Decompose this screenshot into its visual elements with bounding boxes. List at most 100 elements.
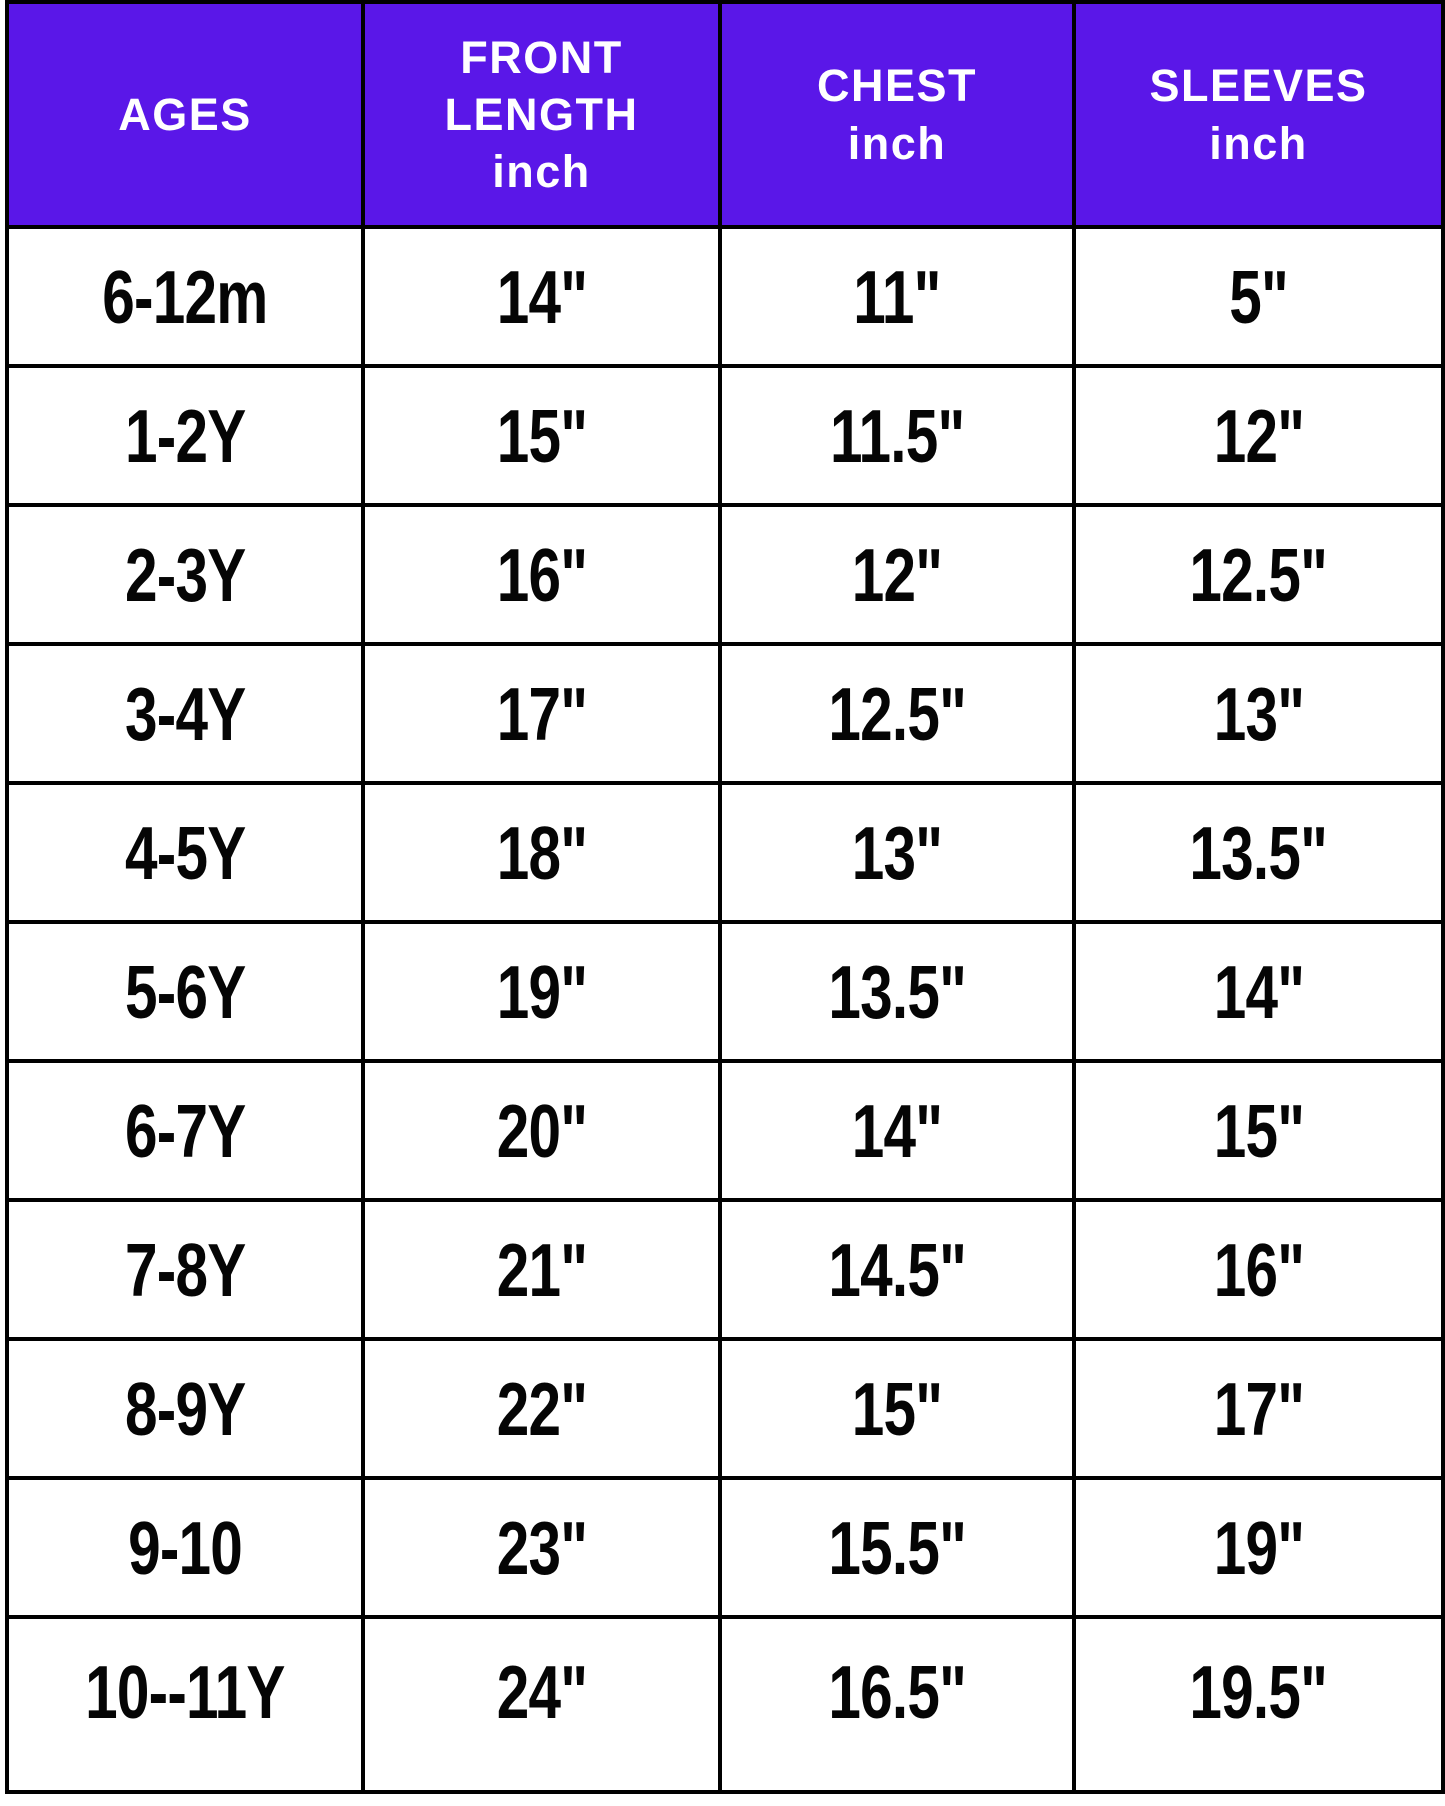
cell-value: 14" — [496, 254, 587, 339]
table-cell: 12.5" — [718, 642, 1076, 785]
cell-value: 12.5" — [1189, 532, 1328, 617]
cell-value: 21" — [496, 1227, 587, 1312]
table-cell: 19" — [361, 920, 722, 1063]
table-cell: 17" — [361, 642, 722, 785]
header-cell-front-length: FRONT LENGTH inch — [361, 0, 722, 229]
cell-value: 5" — [1229, 254, 1289, 339]
cell-value: 17" — [1213, 1366, 1304, 1451]
table-cell: 1-2Y — [5, 364, 365, 507]
cell-value: 19.5" — [1189, 1650, 1328, 1734]
cell-value: 14" — [1213, 949, 1304, 1034]
table-cell: 5" — [1072, 225, 1445, 368]
cell-value: 19" — [1213, 1505, 1304, 1590]
cell-value: 22" — [496, 1366, 587, 1451]
table-cell: 14" — [361, 225, 722, 368]
cell-value: 17" — [496, 671, 587, 756]
table-cell: 13.5" — [1072, 781, 1445, 924]
table-cell: 19.5" — [1072, 1615, 1445, 1794]
cell-value: 15" — [851, 1366, 943, 1451]
cell-value: 11.5" — [829, 393, 965, 478]
cell-value: 18" — [496, 810, 587, 895]
table-cell: 12.5" — [1072, 503, 1445, 646]
cell-value: 12.5" — [828, 671, 966, 756]
table-cell: 14" — [718, 1059, 1076, 1202]
cell-value: 23" — [496, 1505, 587, 1590]
cell-value: 13.5" — [828, 949, 966, 1034]
table-cell: 2-3Y — [5, 503, 365, 646]
cell-value: 14" — [851, 1088, 943, 1173]
cell-value: 20" — [496, 1088, 587, 1173]
cell-value: 9-10 — [128, 1505, 243, 1590]
table-cell: 13.5" — [718, 920, 1076, 1063]
cell-value: 1-2Y — [124, 393, 246, 478]
table-cell: 16" — [1072, 1198, 1445, 1341]
table-row: 5-6Y 19" 13.5" 14" — [5, 920, 1445, 1063]
header-cell-ages: AGES — [5, 0, 365, 229]
cell-value: 19" — [496, 949, 587, 1034]
cell-value: 10--11Y — [85, 1650, 285, 1734]
table-cell: 12" — [1072, 364, 1445, 507]
table-cell: 3-4Y — [5, 642, 365, 785]
table-row: 1-2Y 15" 11.5" 12" — [5, 364, 1445, 507]
table-row: 8-9Y 22" 15" 17" — [5, 1337, 1445, 1480]
table-cell: 23" — [361, 1476, 722, 1619]
table-cell: 24" — [361, 1615, 722, 1794]
table-cell: 14" — [1072, 920, 1445, 1063]
table-cell: 6-7Y — [5, 1059, 365, 1202]
cell-value: 6-12m — [102, 254, 268, 339]
cell-value: 11" — [853, 254, 941, 339]
table-cell: 4-5Y — [5, 781, 365, 924]
table-cell: 7-8Y — [5, 1198, 365, 1341]
cell-value: 4-5Y — [124, 810, 246, 895]
table-header-row: AGES FRONT LENGTH inch CHEST inch SLEEVE… — [5, 0, 1445, 229]
table-cell: 22" — [361, 1337, 722, 1480]
cell-value: 13" — [1213, 671, 1304, 756]
cell-value: 15.5" — [828, 1505, 966, 1590]
table-row: 6-7Y 20" 14" 15" — [5, 1059, 1445, 1202]
table-cell: 17" — [1072, 1337, 1445, 1480]
table-row: 2-3Y 16" 12" 12.5" — [5, 503, 1445, 646]
table-header: AGES FRONT LENGTH inch CHEST inch SLEEVE… — [5, 0, 1445, 229]
table-cell: 12" — [718, 503, 1076, 646]
size-chart-table: AGES FRONT LENGTH inch CHEST inch SLEEVE… — [5, 0, 1445, 1794]
table-cell: 15.5" — [718, 1476, 1076, 1619]
table-row: 10--11Y 24" 16.5" 19.5" — [5, 1615, 1445, 1794]
table-row: 4-5Y 18" 13" 13.5" — [5, 781, 1445, 924]
table-row: 6-12m 14" 11" 5" — [5, 225, 1445, 368]
table-cell: 16" — [361, 503, 722, 646]
table-cell: 18" — [361, 781, 722, 924]
table-cell: 8-9Y — [5, 1337, 365, 1480]
cell-value: 7-8Y — [124, 1227, 246, 1312]
table-cell: 6-12m — [5, 225, 365, 368]
cell-value: 24" — [496, 1650, 587, 1734]
table-cell: 15" — [361, 364, 722, 507]
table-body: 6-12m 14" 11" 5" 1-2Y 15" 11.5" 12" 2-3Y 16" 12" 12… — [5, 225, 1445, 1794]
cell-value: 12" — [1213, 393, 1304, 478]
table-cell: 9-10 — [5, 1476, 365, 1619]
table-cell: 11" — [718, 225, 1076, 368]
cell-value: 8-9Y — [124, 1366, 246, 1451]
header-cell-chest: CHEST inch — [718, 0, 1076, 229]
cell-value: 15" — [496, 393, 587, 478]
table-cell: 15" — [718, 1337, 1076, 1480]
table-cell: 14.5" — [718, 1198, 1076, 1341]
cell-value: 3-4Y — [124, 671, 246, 756]
table-cell: 10--11Y — [5, 1615, 365, 1794]
table-row: 3-4Y 17" 12.5" 13" — [5, 642, 1445, 785]
table-cell: 19" — [1072, 1476, 1445, 1619]
cell-value: 13" — [851, 810, 943, 895]
table-cell: 20" — [361, 1059, 722, 1202]
table-row: 9-10 23" 15.5" 19" — [5, 1476, 1445, 1619]
table-cell: 13" — [1072, 642, 1445, 785]
cell-value: 16" — [1213, 1227, 1304, 1312]
table-cell: 13" — [718, 781, 1076, 924]
cell-value: 6-7Y — [124, 1088, 246, 1173]
table-cell: 16.5" — [718, 1615, 1076, 1794]
cell-value: 5-6Y — [124, 949, 246, 1034]
header-cell-sleeves: SLEEVES inch — [1072, 0, 1445, 229]
cell-value: 15" — [1213, 1088, 1304, 1173]
table-cell: 5-6Y — [5, 920, 365, 1063]
cell-value: 14.5" — [828, 1227, 966, 1312]
table-cell: 21" — [361, 1198, 722, 1341]
